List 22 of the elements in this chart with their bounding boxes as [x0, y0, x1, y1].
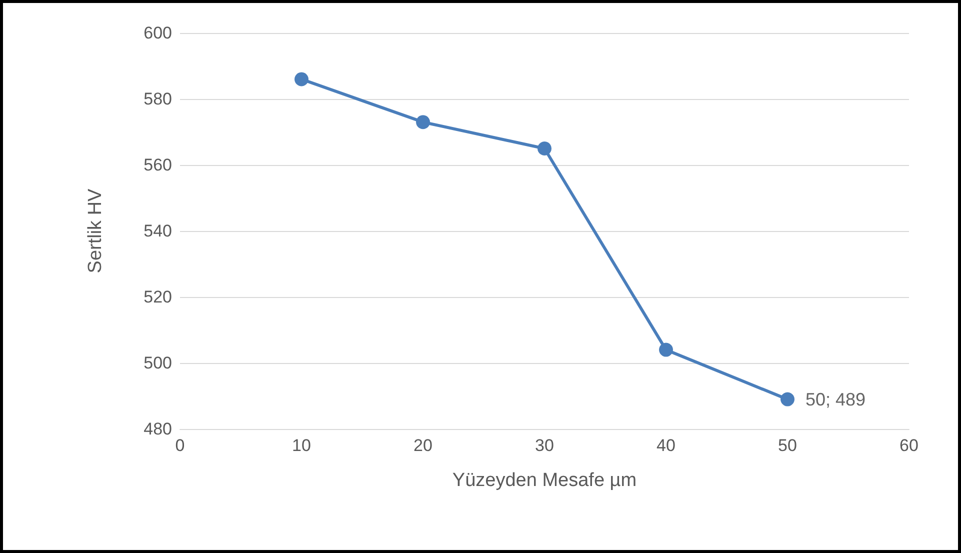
y-tick-label: 540: [144, 222, 172, 240]
y-tick-label: 560: [144, 156, 172, 174]
y-tick-label: 480: [144, 420, 172, 438]
point: [780, 392, 794, 406]
y-tick-label: 600: [144, 24, 172, 42]
x-tick-label: 10: [292, 436, 311, 455]
point: [416, 115, 430, 130]
y-tick-label: 500: [144, 354, 172, 372]
x-tick-label: 60: [900, 436, 918, 455]
point: [538, 142, 552, 156]
x-tick-label: 50: [778, 436, 797, 455]
y-axis-title: Sertlik HV: [85, 188, 106, 274]
point: [294, 72, 308, 86]
x-axis-title: Yüzeyden Mesafe µm: [452, 470, 637, 491]
point: [659, 342, 673, 357]
x-tick-label: 30: [535, 436, 554, 455]
annotation: 50; 489: [806, 389, 866, 410]
y-tick-label: 520: [144, 288, 172, 306]
x-tick-label: 40: [656, 436, 676, 455]
x-tick-label: 20: [414, 436, 432, 455]
y-tick-label: 580: [144, 90, 172, 108]
x-tick-label: 0: [175, 436, 185, 455]
